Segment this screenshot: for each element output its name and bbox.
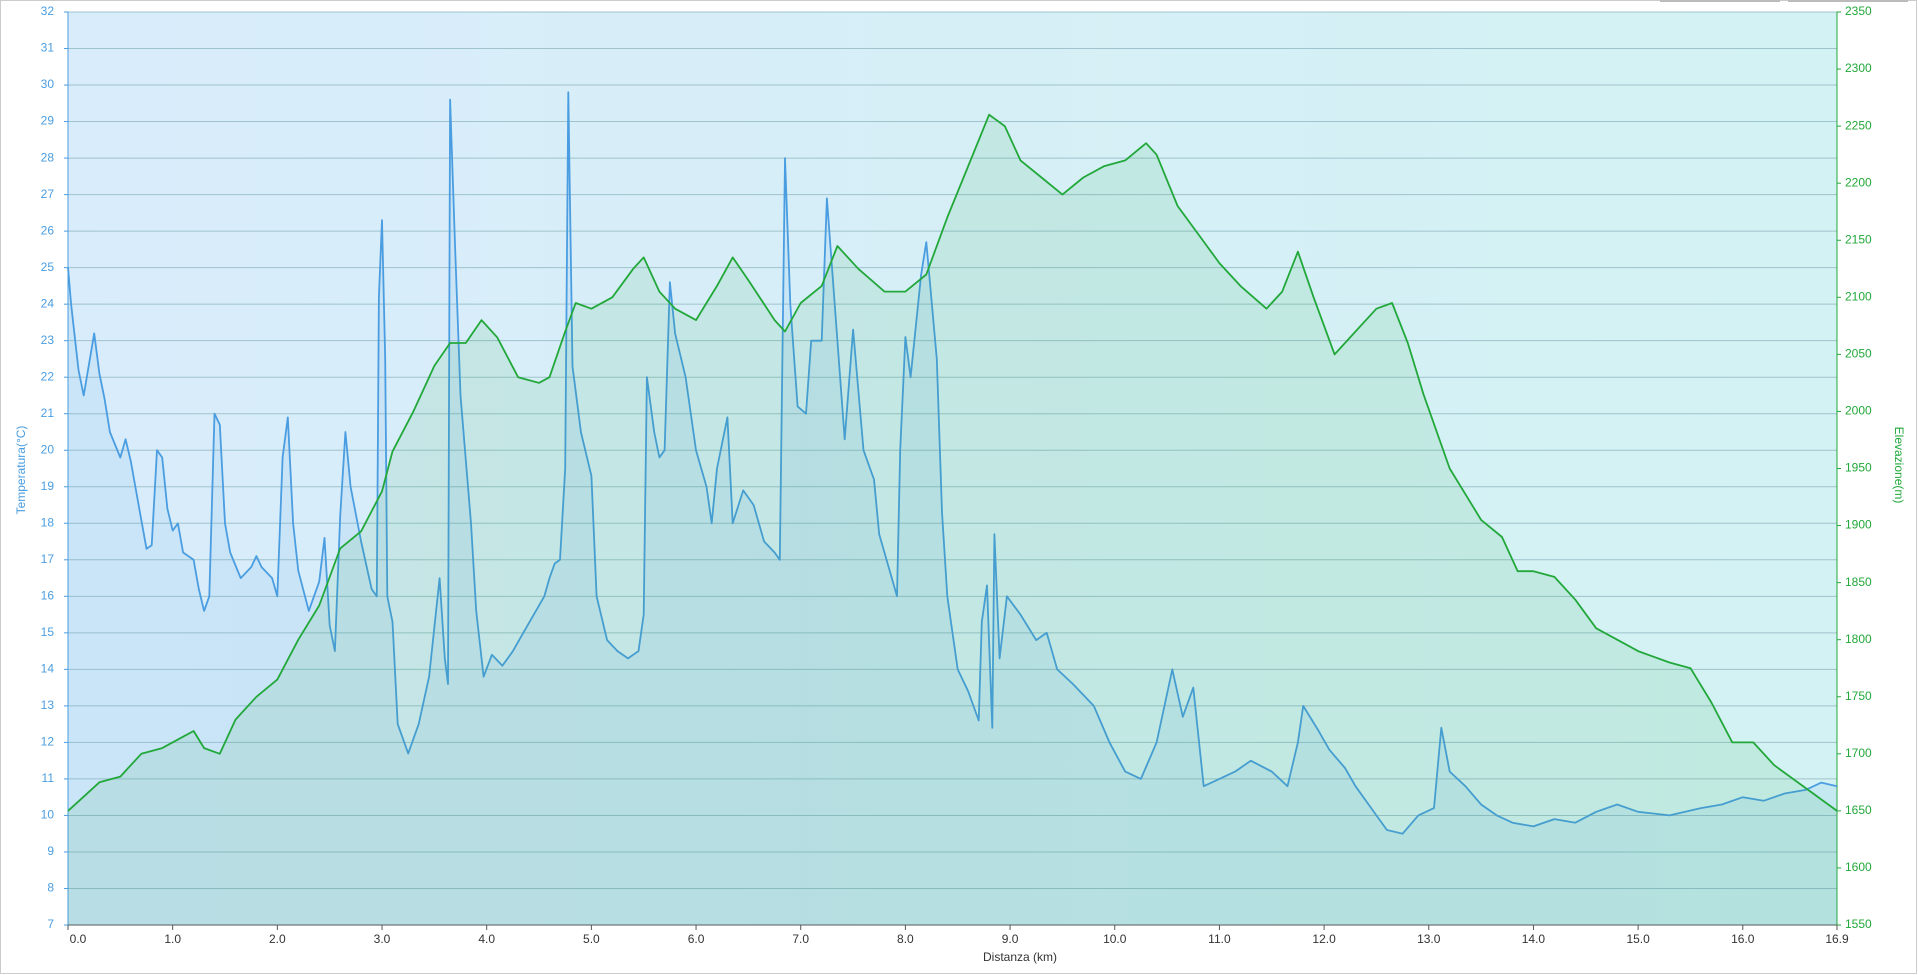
y-tick-label: 12 xyxy=(41,735,55,749)
x-tick-label: 3.0 xyxy=(374,932,391,946)
y2-tick-label: 2200 xyxy=(1845,175,1872,189)
y2-tick-label: 1600 xyxy=(1845,860,1872,874)
y-tick-label: 28 xyxy=(41,150,55,164)
y-tick-label: 30 xyxy=(41,77,55,91)
x-tick-label: 9.0 xyxy=(1002,932,1019,946)
x-tick-label: 0.0 xyxy=(70,932,87,946)
x-tick-label: 1.0 xyxy=(164,932,181,946)
x-tick-label: 5.0 xyxy=(583,932,600,946)
y2-tick-label: 1950 xyxy=(1845,461,1872,475)
y2-tick-label: 1750 xyxy=(1845,689,1872,703)
y-tick-label: 31 xyxy=(41,41,55,55)
x-tick-label: 6.0 xyxy=(688,932,705,946)
y-tick-label: 13 xyxy=(41,698,55,712)
y2-tick-label: 2050 xyxy=(1845,347,1872,361)
y-tick-label: 29 xyxy=(41,114,55,128)
plot-area xyxy=(68,12,1837,925)
x-axis-title: Distanza (km) xyxy=(983,950,1057,964)
x-tick-label: 7.0 xyxy=(792,932,809,946)
y2-tick-label: 1850 xyxy=(1845,575,1872,589)
y-tick-label: 16 xyxy=(41,588,55,602)
y-tick-label: 9 xyxy=(47,844,54,858)
y2-tick-label: 2250 xyxy=(1845,118,1872,132)
y-tick-label: 10 xyxy=(41,808,55,822)
y2-tick-label: 2300 xyxy=(1845,61,1872,75)
x-tick-label: 14.0 xyxy=(1522,932,1546,946)
y-tick-label: 19 xyxy=(41,479,55,493)
x-tick-label: 11.0 xyxy=(1208,932,1231,946)
x-tick-label: 4.0 xyxy=(478,932,495,946)
y2-tick-label: 1800 xyxy=(1845,632,1872,646)
y-tick-label: 27 xyxy=(41,187,55,201)
y-tick-label: 21 xyxy=(41,406,55,420)
y-tick-label: 14 xyxy=(41,662,55,676)
y2-tick-label: 2150 xyxy=(1845,232,1872,246)
toolbar-button[interactable] xyxy=(1788,0,1908,2)
y-tick-label: 23 xyxy=(41,333,55,347)
y-tick-label: 25 xyxy=(41,260,55,274)
toolbar-button[interactable] xyxy=(1660,0,1780,2)
y-tick-label: 22 xyxy=(41,369,55,383)
y2-tick-label: 2000 xyxy=(1845,404,1872,418)
y-tick-label: 32 xyxy=(41,4,55,18)
x-tick-label: 10.0 xyxy=(1103,932,1127,946)
y-tick-label: 18 xyxy=(41,515,55,529)
area xyxy=(68,114,1837,925)
y2-tick-label: 1650 xyxy=(1845,803,1872,817)
y2-tick-label: 1550 xyxy=(1845,917,1872,931)
y2-tick-label: 2350 xyxy=(1845,4,1872,18)
x-tick-label: 16.9 xyxy=(1825,932,1849,946)
y2-axis-title: Elevazione(m) xyxy=(1892,427,1906,504)
x-tick-label: 15.0 xyxy=(1626,932,1650,946)
y2-tick-label: 1900 xyxy=(1845,518,1872,532)
area xyxy=(68,92,1837,926)
y2-tick-label: 1700 xyxy=(1845,746,1872,760)
y-tick-label: 26 xyxy=(41,223,55,237)
y-tick-label: 8 xyxy=(47,881,54,895)
line xyxy=(67,91,1838,835)
line xyxy=(67,113,1838,812)
y-axis-title: Temperatura(°C) xyxy=(14,426,28,515)
y-tick-label: 11 xyxy=(42,771,55,785)
y-tick-label: 17 xyxy=(41,552,55,566)
x-tick-label: 16.0 xyxy=(1731,932,1755,946)
y-tick-label: 15 xyxy=(41,625,55,639)
x-tick-label: 8.0 xyxy=(897,932,914,946)
x-tick-label: 12.0 xyxy=(1312,932,1336,946)
y-tick-label: 24 xyxy=(41,296,55,310)
y-tick-label: 7 xyxy=(47,917,54,931)
x-tick-label: 13.0 xyxy=(1417,932,1441,946)
x-tick-label: 2.0 xyxy=(269,932,286,946)
y-tick-label: 20 xyxy=(41,442,55,456)
y2-tick-label: 2100 xyxy=(1845,289,1872,303)
